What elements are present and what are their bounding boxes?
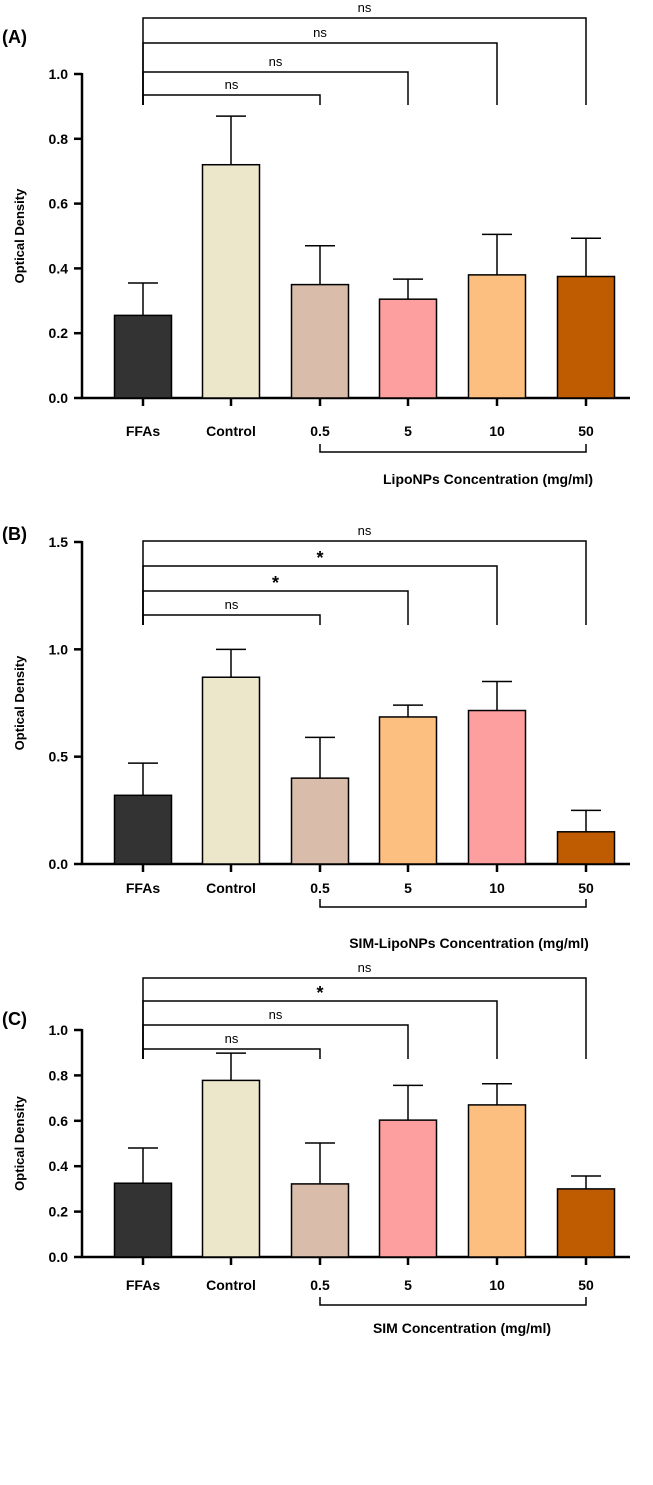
y-tick-label: 0.5 [49,749,69,765]
y-tick-label: 1.0 [49,641,69,657]
bar [201,676,261,865]
significance-bracket [142,71,409,105]
y-tick-label: 1.0 [49,1022,69,1038]
significance-label: ns [313,25,327,40]
group-bracket [319,1297,587,1306]
significance-bracket [142,614,321,625]
x-tick-label: FFAs [126,880,160,896]
y-axis-label: Optical Density [12,188,27,283]
bar [201,163,261,399]
group-label: LipoNPs Concentration (mg/ml) [383,471,593,487]
bar [290,283,350,399]
bar [290,1183,350,1258]
x-tick-label: FFAs [126,423,160,439]
significance-bracket [142,1024,409,1059]
y-tick-label: 0.4 [49,260,69,276]
significance-bracket [142,977,587,1059]
x-tick-label: 50 [578,1277,594,1293]
panel-label: (A) [2,27,27,47]
bar [113,794,173,865]
x-tick-label: Control [206,1277,256,1293]
y-tick-label: 0.2 [49,1204,69,1220]
significance-bracket [142,17,587,105]
y-tick-label: 0.2 [49,325,69,341]
bar [467,1104,527,1258]
bar [467,274,527,399]
significance-label: ns [225,77,239,92]
y-axis-label: Optical Density [12,1095,27,1190]
x-tick-label: 5 [404,1277,412,1293]
significance-label: * [316,983,323,1003]
group-bracket [319,899,587,908]
y-tick-label: 0.8 [49,1067,69,1083]
x-tick-label: 10 [489,880,505,896]
bar [378,298,438,399]
significance-label: ns [225,1031,239,1046]
bar [556,275,616,399]
x-tick-label: 5 [404,880,412,896]
significance-label: ns [225,597,239,612]
chart-panel-3: (C) 0.0 0.2 0.4 0.6 0.8 1.0 Optical Density FFAs… [2,960,630,1336]
y-tick-label: 0.4 [49,1158,69,1174]
x-tick-label: Control [206,423,256,439]
significance-bracket [142,540,587,625]
y-tick-label: 0.6 [49,196,69,212]
chart-panel-2: (B) 0.0 0.5 1.0 1.5 Optical Density FFAs Contro… [2,523,630,951]
significance-label: ns [269,1007,283,1022]
y-tick-label: 0.6 [49,1113,69,1129]
bar [378,1119,438,1258]
significance-label: ns [358,960,372,975]
x-tick-label: 0.5 [310,1277,330,1293]
bar [556,1188,616,1258]
x-tick-label: 5 [404,423,412,439]
y-axis-label: Optical Density [12,655,27,750]
x-tick-label: Control [206,880,256,896]
bar [378,716,438,865]
x-tick-label: 50 [578,423,594,439]
significance-label: ns [358,0,372,15]
x-tick-label: 10 [489,1277,505,1293]
y-tick-label: 1.0 [49,66,69,82]
bar [201,1079,261,1258]
y-tick-label: 0.0 [49,1249,69,1265]
x-tick-label: 50 [578,880,594,896]
x-tick-label: 0.5 [310,423,330,439]
significance-label: ns [269,54,283,69]
x-tick-label: 10 [489,423,505,439]
y-tick-label: 0.8 [49,131,69,147]
y-tick-label: 1.5 [49,534,69,550]
chart-panel-1: (A) 0.0 0.2 0.4 0.6 0.8 1.0 Optical Density FFAs… [2,0,630,487]
y-tick-label: 0.0 [49,390,69,406]
x-tick-label: FFAs [126,1277,160,1293]
significance-label: * [272,573,279,593]
bar [290,777,350,865]
significance-label: * [316,548,323,568]
bar [113,1182,173,1258]
bar [556,831,616,865]
panel-label: (C) [2,1009,27,1029]
bar [113,314,173,399]
panel-label: (B) [2,524,27,544]
y-tick-label: 0.0 [49,856,69,872]
x-tick-label: 0.5 [310,880,330,896]
bar [467,709,527,865]
group-bracket [319,444,587,453]
significance-bracket [142,590,409,625]
significance-label: ns [358,523,372,538]
significance-bracket [142,94,321,105]
group-label: SIM Concentration (mg/ml) [373,1320,551,1336]
group-label: SIM-LipoNPs Concentration (mg/ml) [349,935,589,951]
